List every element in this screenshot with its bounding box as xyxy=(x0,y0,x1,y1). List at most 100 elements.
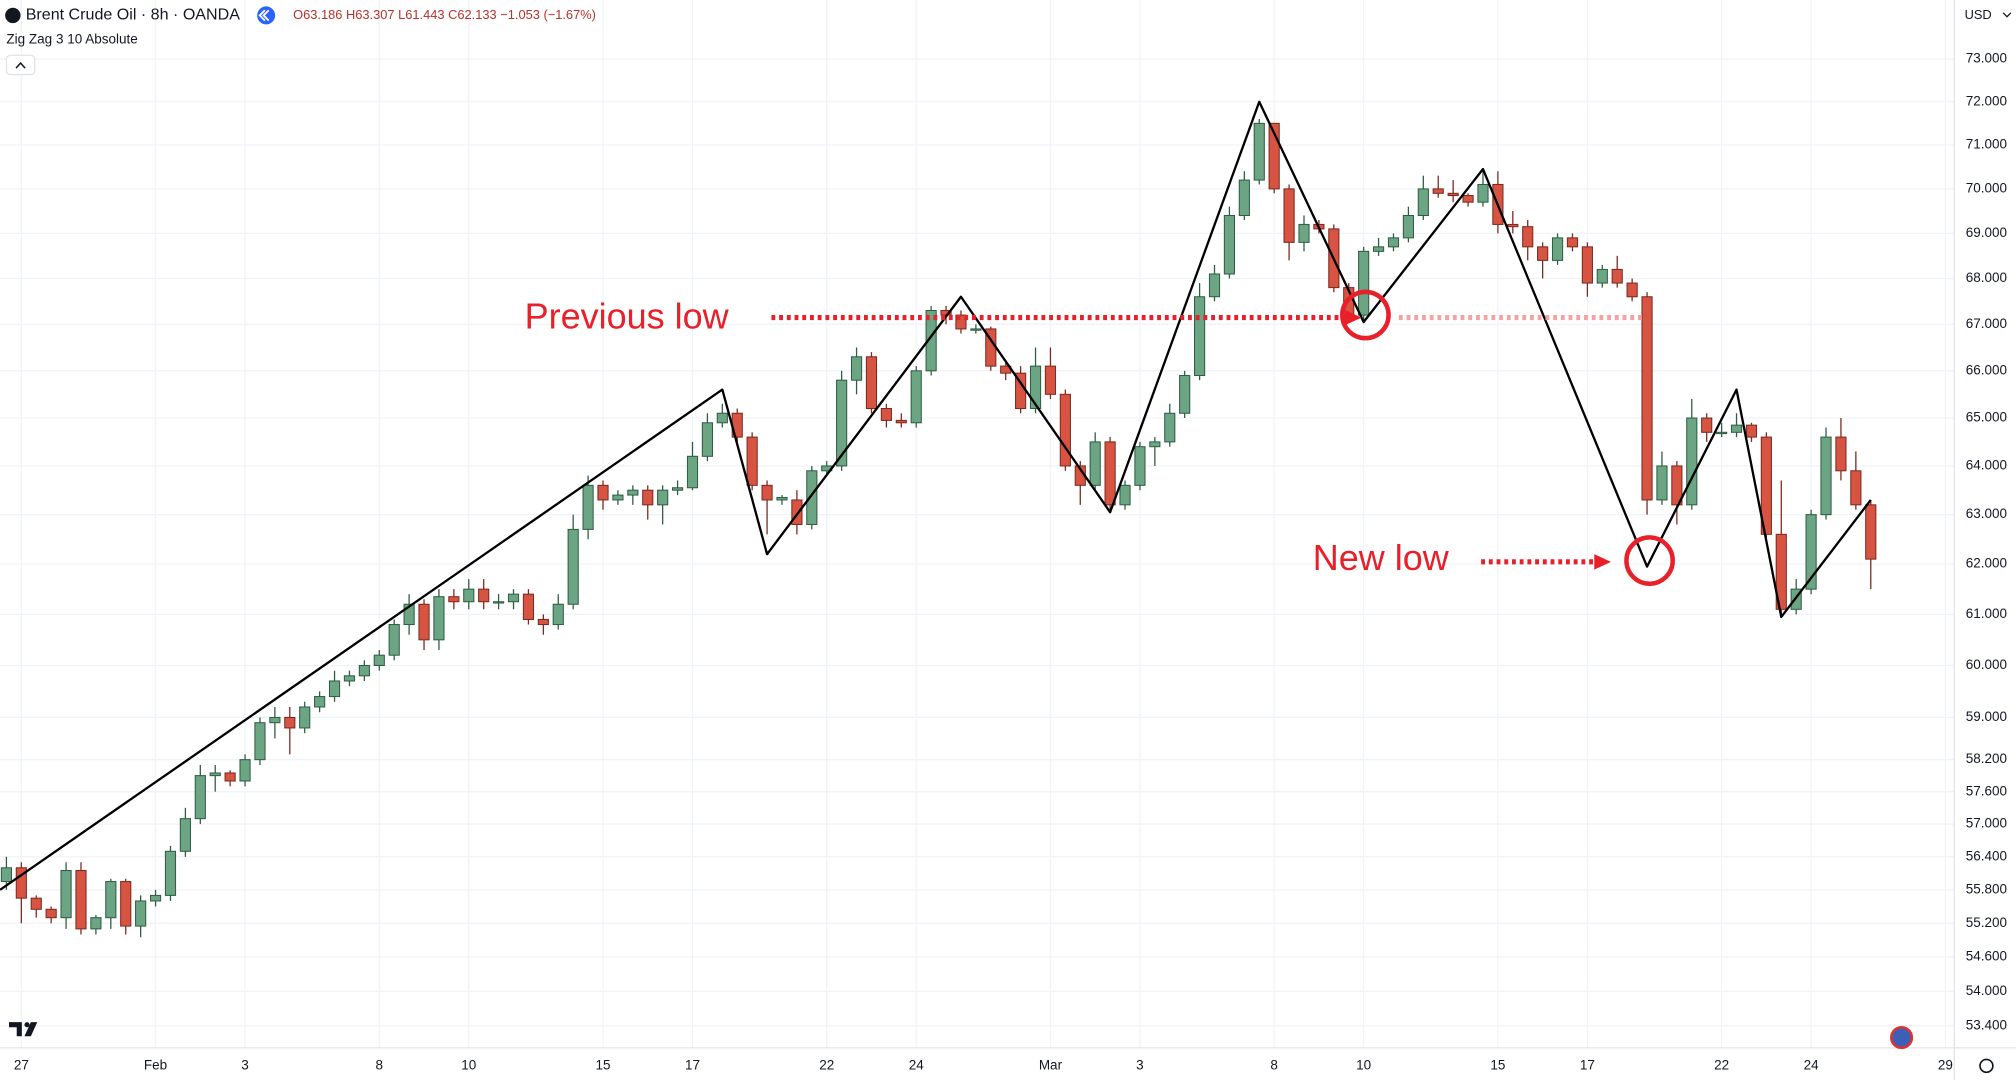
y-tick-label: 53.400 xyxy=(1966,1017,2007,1032)
x-tick-label: Mar xyxy=(1039,1057,1063,1072)
y-tick-label: 55.800 xyxy=(1966,881,2007,896)
y-tick-label: 68.000 xyxy=(1966,270,2007,285)
market-flag[interactable] xyxy=(1890,1026,1914,1050)
x-tick-label: 3 xyxy=(241,1057,249,1072)
candle-body xyxy=(1029,365,1042,410)
candle-body xyxy=(597,484,609,501)
y-tick-label: 63.000 xyxy=(1966,506,2007,521)
candle-body xyxy=(1462,195,1474,203)
candle-body xyxy=(612,494,624,501)
symbol-logo xyxy=(5,7,21,24)
candle-body xyxy=(269,716,281,724)
candle-body xyxy=(955,314,967,330)
x-tick-label: 10 xyxy=(1356,1057,1371,1072)
x-tick-label: 10 xyxy=(461,1057,476,1072)
y-tick-label: 70.000 xyxy=(1966,180,2007,195)
x-tick-label: 8 xyxy=(1270,1057,1278,1072)
candle-body xyxy=(1745,424,1758,438)
y-tick-label: 61.000 xyxy=(1966,606,2007,621)
x-tick-label: Feb xyxy=(144,1057,167,1072)
candle-body xyxy=(1522,226,1534,248)
candle-body xyxy=(1581,246,1593,284)
annotations: Previous low New low xyxy=(525,289,1675,586)
highlight-circle xyxy=(1624,535,1675,586)
y-tick-label: 54.600 xyxy=(1966,949,2007,964)
y-tick-label: 57.600 xyxy=(1966,783,2007,798)
x-tick-label: 22 xyxy=(819,1057,834,1072)
y-tick-label: 67.000 xyxy=(1966,316,2007,331)
candle-body xyxy=(1432,188,1444,194)
indicator-label: Zig Zag 3 10 Absolute xyxy=(6,31,137,46)
candle-body xyxy=(806,470,818,525)
candle-body xyxy=(746,436,758,486)
arrow-head xyxy=(1594,554,1611,570)
y-tick-label: 58.200 xyxy=(1966,751,2007,766)
candle-body xyxy=(1149,441,1161,448)
candle-body xyxy=(657,489,669,506)
x-tick-label: 17 xyxy=(1580,1057,1595,1072)
candle-body xyxy=(358,664,370,677)
candle-body xyxy=(1507,223,1519,228)
candle-body xyxy=(1820,436,1832,516)
x-tick-label: 8 xyxy=(376,1057,384,1072)
candle-body xyxy=(1372,246,1385,252)
candle-body xyxy=(224,772,236,782)
symbol-title: Brent Crude Oil · 8h · OANDA xyxy=(26,6,241,24)
candle-body xyxy=(30,897,42,910)
candle-body xyxy=(776,496,788,501)
candle-body xyxy=(1104,441,1116,506)
candle-body xyxy=(1179,374,1191,414)
candle-body xyxy=(1402,214,1414,239)
y-tick-label: 64.000 xyxy=(1966,458,2007,473)
candle-body xyxy=(135,900,147,927)
candle-body xyxy=(299,706,311,729)
candle-body xyxy=(1596,268,1608,284)
arrow-head xyxy=(1344,309,1362,326)
y-tick-label: 54.000 xyxy=(1966,983,2007,998)
candle-body xyxy=(1760,436,1772,535)
zigzag-line xyxy=(0,100,1872,891)
candle-body xyxy=(209,772,221,777)
collapse-icon xyxy=(15,61,26,69)
y-tick-label: 71.000 xyxy=(1966,137,2007,152)
candle-body xyxy=(1044,365,1057,395)
candle-body xyxy=(1865,504,1877,560)
candle-body xyxy=(1238,179,1250,217)
candle-body xyxy=(1358,250,1370,316)
x-tick-label: 24 xyxy=(909,1057,925,1072)
candle-body xyxy=(761,484,773,501)
candle-body xyxy=(1447,192,1459,197)
candle-body xyxy=(567,528,579,605)
candle-body xyxy=(627,489,639,496)
candle-body xyxy=(373,654,385,666)
candle-body xyxy=(1850,470,1862,506)
candle-body xyxy=(284,716,296,729)
candle-body xyxy=(1223,214,1236,275)
candle-body xyxy=(105,881,117,919)
candle-body xyxy=(478,588,490,603)
currency-label[interactable]: USD xyxy=(1965,7,1992,22)
candle-body xyxy=(1089,441,1101,486)
candle-body xyxy=(60,870,72,919)
replay-button[interactable] xyxy=(257,6,276,25)
candle-body xyxy=(179,818,191,852)
y-tick-label: 55.200 xyxy=(1966,915,2007,930)
candle-body xyxy=(0,867,12,883)
candle-body xyxy=(120,881,132,927)
settings-button[interactable] xyxy=(1979,1058,1994,1074)
candle-body xyxy=(149,894,162,902)
candle-body xyxy=(1059,393,1071,467)
candle-body xyxy=(15,867,27,899)
highlight-circle xyxy=(1340,289,1391,341)
grid xyxy=(0,0,1955,1048)
candle-body xyxy=(493,601,505,604)
collapse-button[interactable] xyxy=(5,54,36,76)
candle-body xyxy=(433,596,445,641)
candle-body xyxy=(1134,446,1146,486)
candle-body xyxy=(164,850,177,896)
candle-body xyxy=(343,675,356,682)
x-tick-label: 17 xyxy=(685,1057,700,1072)
